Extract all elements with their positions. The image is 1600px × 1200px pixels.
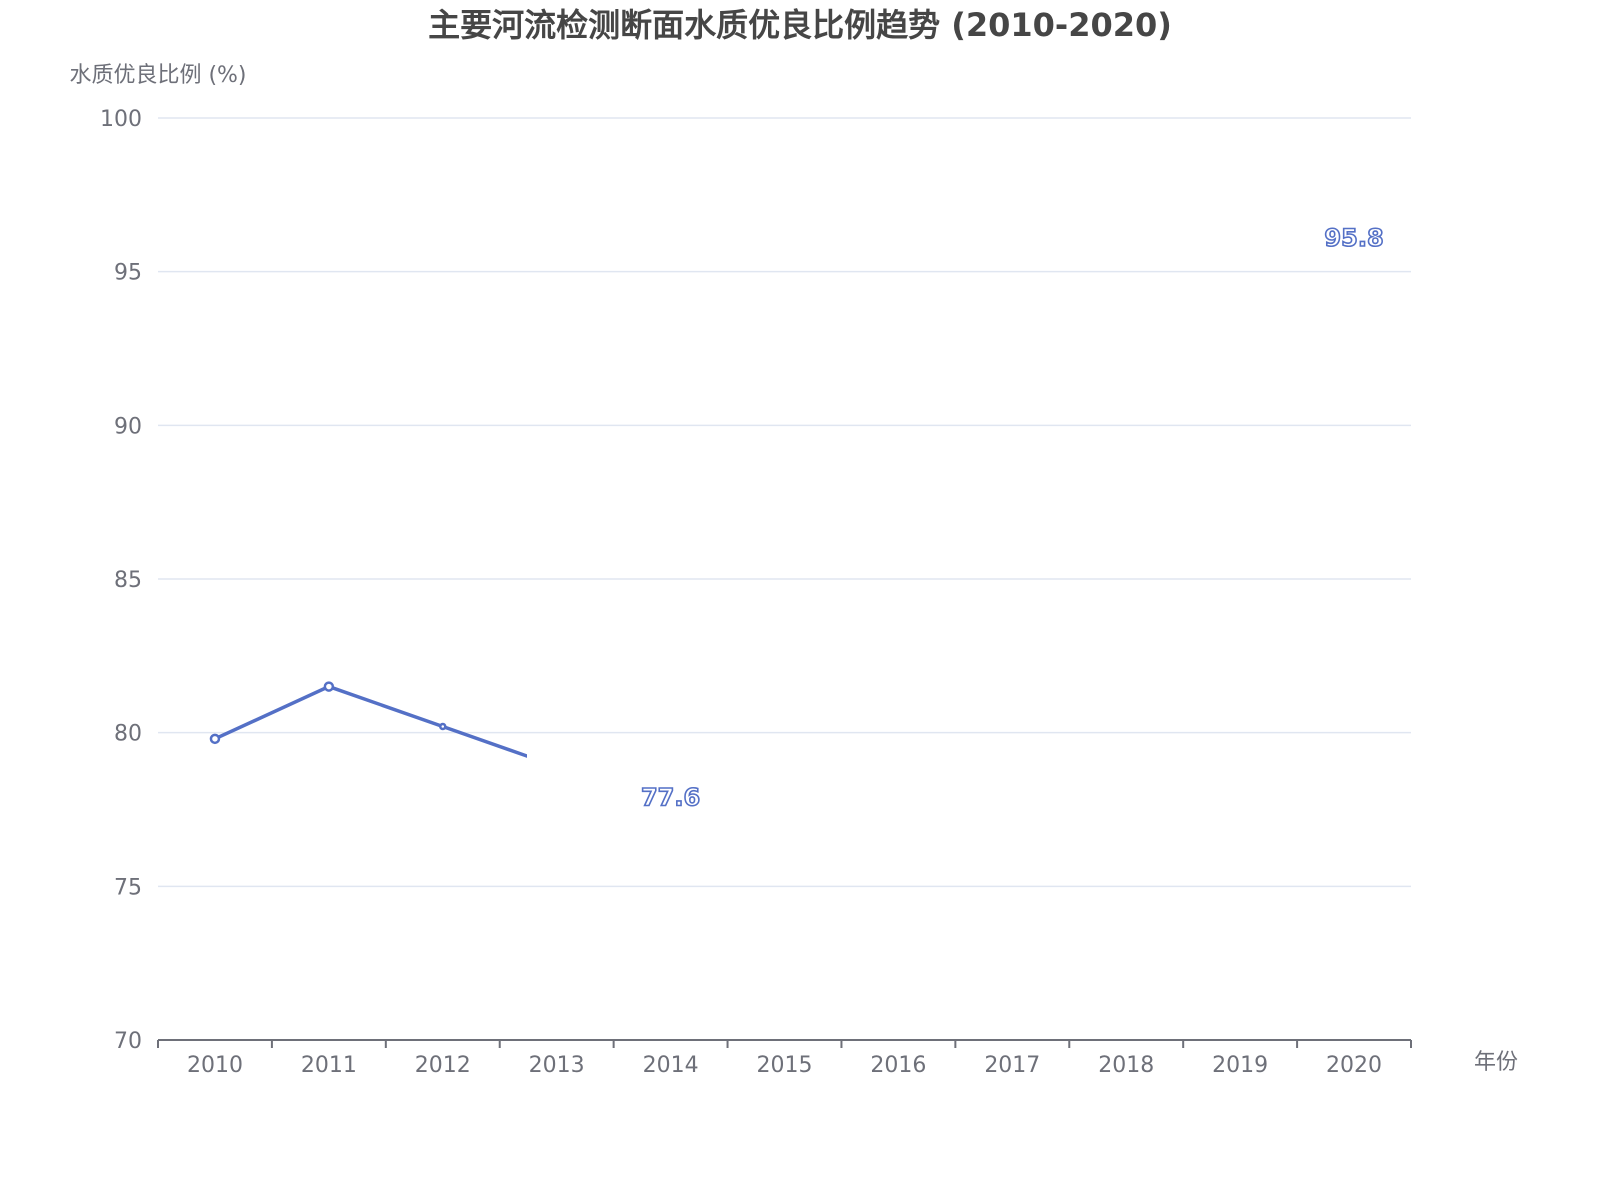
- chart-title: 主要河流检测断面水质优良比例趋势 (2010-2020): [428, 6, 1172, 44]
- data-label: 95.8: [1324, 224, 1383, 252]
- y-tick-label: 75: [114, 875, 142, 900]
- x-tick-label: 2013: [529, 1053, 585, 1078]
- x-tick-label: 2017: [984, 1053, 1040, 1078]
- x-tick-label: 2018: [1098, 1053, 1154, 1078]
- x-tick-label: 2020: [1326, 1053, 1382, 1078]
- x-tick-label: 2014: [643, 1053, 699, 1078]
- data-point: [439, 722, 447, 731]
- x-tick-label: 2011: [301, 1053, 357, 1078]
- y-tick-label: 90: [114, 414, 142, 439]
- x-tick-label: 2015: [757, 1053, 813, 1078]
- y-tick-label: 100: [100, 107, 142, 132]
- data-point: [209, 733, 221, 745]
- series-line: [214, 684, 527, 758]
- x-tick-label: 2016: [870, 1053, 926, 1078]
- y-axis-label: 水质优良比例 (%): [69, 63, 246, 88]
- x-tick-label: 2012: [415, 1053, 471, 1078]
- x-axis-label: 年份: [1474, 1050, 1518, 1075]
- y-tick-label: 85: [114, 568, 142, 593]
- y-tick-label: 80: [114, 722, 142, 747]
- y-tick-label: 70: [114, 1029, 142, 1054]
- x-tick-label: 2019: [1212, 1053, 1268, 1078]
- data-label: 77.6: [641, 783, 700, 811]
- data-point: [323, 681, 335, 692]
- x-tick-label: 2010: [187, 1053, 243, 1078]
- y-tick-label: 95: [114, 261, 142, 286]
